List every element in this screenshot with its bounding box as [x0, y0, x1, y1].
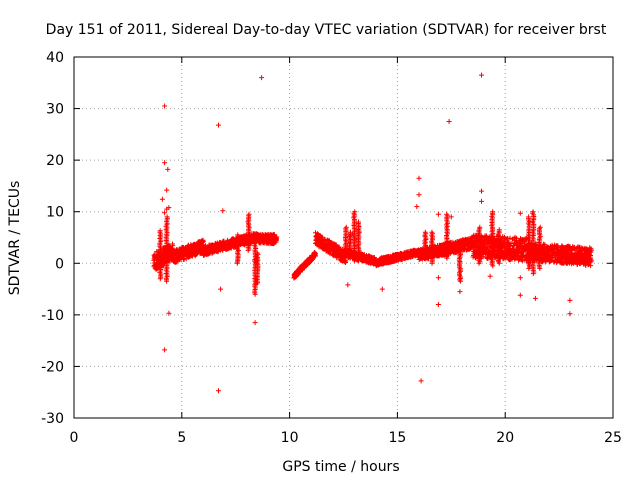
data-point	[345, 282, 351, 288]
data-point	[379, 286, 385, 292]
outlier-points	[157, 72, 573, 394]
data-point	[517, 210, 523, 216]
data-point	[162, 160, 168, 166]
data-point	[418, 378, 424, 384]
y-tick-label: 10	[46, 205, 64, 221]
data-point	[259, 75, 265, 81]
data-point	[435, 302, 441, 307]
data-point	[164, 187, 170, 193]
data-point	[517, 292, 523, 298]
data-point	[479, 198, 484, 204]
y-tick-label: 40	[46, 50, 64, 66]
data-point	[567, 311, 573, 317]
plot-frame	[73, 56, 614, 419]
data-point	[216, 388, 221, 394]
x-tick-label: 20	[496, 430, 514, 446]
y-tick-label: -30	[41, 411, 64, 427]
data-point	[532, 295, 538, 301]
data-point	[252, 320, 258, 326]
data-point	[435, 275, 441, 281]
y-tick-labels: -30 -20 -10 0 10 20 30 40	[41, 50, 64, 427]
x-tick-labels: 0 5 10 15 20 25	[70, 430, 622, 446]
data-point	[159, 196, 165, 202]
data-point	[448, 214, 454, 220]
axis-ticks	[73, 56, 614, 419]
data-point	[165, 166, 171, 172]
chart-title: Day 151 of 2011, Sidereal Day-to-day VTE…	[46, 22, 607, 38]
data-point	[216, 122, 221, 128]
data-point	[162, 210, 168, 216]
y-tick-label: 0	[55, 256, 64, 272]
data-point	[416, 175, 422, 181]
data-point	[567, 297, 573, 303]
data-point	[220, 208, 226, 214]
x-tick-label: 10	[281, 430, 299, 446]
x-axis-label: GPS time / hours	[282, 459, 399, 475]
data-point	[162, 347, 168, 353]
data-point	[517, 275, 523, 281]
data-point	[479, 188, 484, 194]
data-point	[166, 205, 172, 211]
x-tick-label: 25	[604, 430, 622, 446]
x-tick-label: 15	[388, 430, 406, 446]
y-tick-label: 20	[46, 153, 64, 169]
y-axis-label: SDTVAR / TECUs	[7, 181, 23, 296]
data-point	[166, 310, 172, 316]
x-tick-label: 0	[70, 430, 79, 446]
data-point	[479, 72, 484, 78]
data-point	[218, 286, 224, 292]
y-tick-label: -20	[41, 359, 64, 375]
data-point	[157, 228, 163, 234]
data-point	[446, 119, 452, 124]
data-point	[435, 211, 441, 217]
y-tick-label: 30	[46, 102, 64, 118]
data-point	[162, 103, 168, 109]
data-series-sdtvar	[151, 209, 594, 297]
data-point	[457, 289, 463, 295]
data-point	[416, 192, 422, 198]
data-point	[414, 204, 420, 210]
y-tick-label: -10	[41, 308, 64, 324]
data-point	[487, 273, 493, 279]
x-tick-label: 5	[177, 430, 186, 446]
